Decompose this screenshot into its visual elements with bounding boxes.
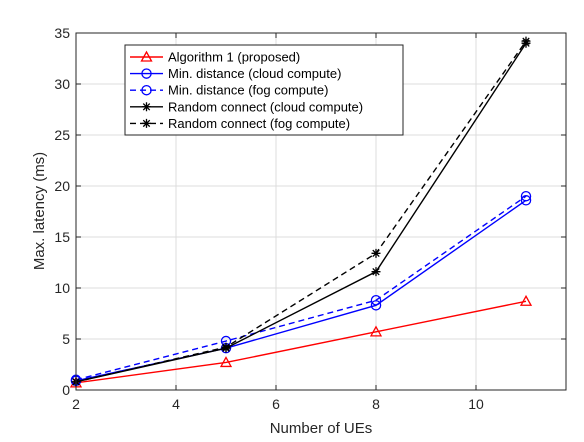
y-tick-label-6: 30	[54, 76, 70, 92]
legend-marker-4	[142, 118, 151, 128]
y-tick-label-5: 25	[54, 127, 70, 143]
series-line-3	[75, 42, 527, 383]
legend: Algorithm 1 (proposed)Min. distance (clo…	[124, 44, 404, 136]
series-2-point-3	[520, 190, 532, 202]
legend-box	[124, 44, 404, 136]
x-tick-label-3: 8	[372, 396, 380, 412]
x-tick-label-4: 10	[468, 396, 484, 412]
legend-marker-1	[141, 68, 152, 79]
legend-label-2: Min. distance (fog compute)	[168, 83, 328, 98]
x-tick-label-0: 2	[72, 396, 80, 412]
ticks-group: 0 5 10 15 20 25 30 35 2 4 6 8 10	[54, 25, 566, 412]
y-tick-label-3: 15	[54, 229, 70, 245]
x-tick-label-2: 6	[272, 396, 280, 412]
legend-marker-2	[141, 84, 152, 96]
legend-marker-3	[142, 102, 151, 112]
series-0-point-1	[219, 356, 233, 368]
y-axis-label: Max. latency (ms)	[31, 152, 48, 270]
x-axis-label: Number of UEs	[270, 420, 373, 437]
series-4-point-2	[371, 248, 381, 258]
legend-label-3: Random connect (cloud compute)	[168, 99, 363, 114]
series-line-2	[75, 195, 527, 381]
y-tick-label-0: 0	[62, 382, 70, 398]
series-4-point-3	[521, 36, 531, 46]
y-tick-label-7: 35	[54, 25, 70, 41]
legend-label-4: Random connect (fog compute)	[168, 116, 350, 131]
series-0-point-2	[369, 325, 383, 337]
legend-label-1: Min. distance (cloud compute)	[168, 66, 341, 81]
plot-frame	[75, 32, 567, 391]
legend-marker-0	[140, 50, 153, 62]
series-line-0	[75, 300, 527, 384]
series-1-point-3	[520, 195, 532, 206]
series-line-4	[75, 40, 527, 383]
y-tick-label-4: 20	[54, 178, 70, 194]
legend-label-0: Algorithm 1 (proposed)	[168, 50, 300, 65]
series-2-point-2	[370, 294, 382, 306]
series-4-point-1	[221, 342, 231, 352]
x-tick-label-1: 4	[172, 396, 180, 412]
y-tick-label-2: 10	[54, 280, 70, 296]
series-3-point-2	[371, 267, 381, 277]
y-tick-label-1: 5	[62, 331, 70, 347]
series-0-point-3	[519, 294, 533, 306]
